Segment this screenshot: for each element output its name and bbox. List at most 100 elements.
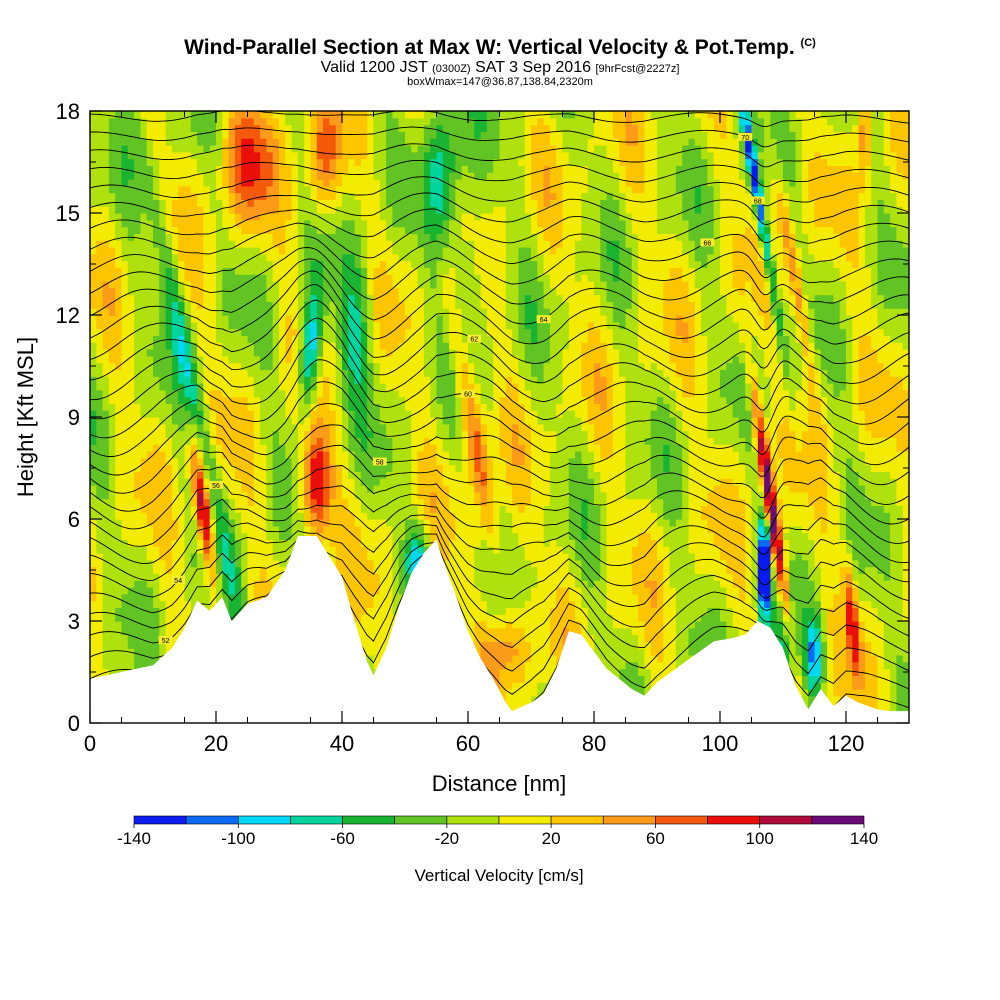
velocity-cell bbox=[159, 457, 167, 466]
velocity-cell bbox=[159, 308, 167, 316]
velocity-cell bbox=[386, 111, 393, 119]
velocity-cell bbox=[96, 593, 104, 602]
velocity-cell bbox=[430, 131, 438, 139]
velocity-cell bbox=[209, 457, 217, 466]
velocity-cell bbox=[216, 451, 223, 459]
velocity-cell bbox=[266, 253, 274, 262]
velocity-cell bbox=[405, 464, 412, 472]
velocity-cell bbox=[266, 111, 274, 119]
velocity-cell bbox=[127, 172, 135, 180]
velocity-cell bbox=[222, 185, 230, 194]
velocity-cell bbox=[241, 342, 249, 350]
velocity-cell bbox=[165, 301, 173, 309]
velocity-cell bbox=[430, 301, 438, 309]
velocity-cell bbox=[228, 260, 236, 268]
velocity-cell bbox=[209, 553, 217, 561]
velocity-cell bbox=[417, 423, 425, 432]
velocity-cell bbox=[102, 505, 110, 513]
velocity-cell bbox=[266, 362, 274, 370]
velocity-cell bbox=[115, 145, 123, 153]
velocity-cell bbox=[430, 321, 438, 330]
velocity-cell bbox=[197, 512, 204, 520]
velocity-cell bbox=[392, 383, 400, 391]
velocity-cell bbox=[253, 260, 261, 268]
velocity-cell bbox=[386, 430, 393, 438]
velocity-cell bbox=[279, 328, 286, 336]
velocity-cell bbox=[398, 491, 406, 500]
velocity-cell bbox=[165, 539, 173, 547]
velocity-cell bbox=[253, 151, 261, 160]
velocity-cell bbox=[411, 505, 419, 513]
velocity-cell bbox=[121, 287, 129, 296]
velocity-cell bbox=[342, 410, 349, 418]
velocity-cell bbox=[279, 294, 286, 302]
velocity-cell bbox=[335, 287, 343, 296]
velocity-cell bbox=[405, 219, 412, 228]
velocity-cell bbox=[323, 362, 330, 370]
velocity-cell bbox=[115, 138, 123, 146]
velocity-cell bbox=[417, 179, 425, 187]
velocity-cell bbox=[260, 403, 267, 411]
velocity-cell bbox=[398, 151, 406, 160]
velocity-cell bbox=[209, 131, 217, 139]
velocity-cell bbox=[417, 525, 425, 534]
velocity-cell bbox=[96, 362, 104, 370]
velocity-cell bbox=[335, 247, 343, 255]
velocity-cell bbox=[184, 145, 192, 153]
velocity-cell bbox=[140, 485, 148, 493]
velocity-cell bbox=[115, 349, 123, 357]
velocity-cell bbox=[108, 498, 116, 506]
velocity-cell bbox=[405, 362, 412, 370]
velocity-cell bbox=[323, 376, 330, 384]
velocity-cell bbox=[140, 546, 148, 554]
velocity-cell bbox=[209, 396, 217, 404]
velocity-cell bbox=[398, 403, 406, 411]
velocity-cell bbox=[373, 627, 381, 636]
velocity-cell bbox=[96, 301, 104, 309]
velocity-cell bbox=[373, 253, 381, 262]
velocity-cell bbox=[203, 451, 211, 459]
velocity-cell bbox=[121, 648, 129, 656]
velocity-cell bbox=[253, 430, 261, 438]
velocity-cell bbox=[423, 260, 431, 268]
velocity-cell bbox=[297, 410, 305, 418]
velocity-cell bbox=[178, 165, 186, 173]
velocity-cell bbox=[335, 342, 343, 350]
velocity-cell bbox=[190, 260, 198, 268]
velocity-cell bbox=[146, 369, 154, 377]
velocity-cell bbox=[171, 172, 179, 180]
velocity-cell bbox=[247, 587, 255, 595]
velocity-cell bbox=[323, 505, 330, 513]
velocity-cell bbox=[272, 117, 280, 126]
velocity-cell bbox=[108, 165, 116, 173]
velocity-cell bbox=[379, 580, 387, 588]
velocity-cell bbox=[297, 213, 305, 221]
velocity-cell bbox=[165, 165, 173, 173]
velocity-cell bbox=[436, 525, 444, 534]
velocity-cell bbox=[127, 464, 135, 472]
velocity-cell bbox=[171, 192, 179, 200]
velocity-cell bbox=[209, 593, 217, 602]
velocity-cell bbox=[197, 233, 204, 241]
velocity-cell bbox=[146, 240, 154, 248]
velocity-cell bbox=[367, 342, 375, 350]
velocity-cell bbox=[90, 614, 97, 622]
velocity-cell bbox=[430, 294, 438, 302]
velocity-cell bbox=[417, 199, 425, 207]
velocity-cell bbox=[373, 376, 381, 384]
velocity-cell bbox=[197, 485, 204, 493]
velocity-cell bbox=[335, 226, 343, 234]
velocity-cell bbox=[253, 566, 261, 574]
velocity-cell bbox=[90, 587, 97, 595]
velocity-cell bbox=[209, 566, 217, 574]
velocity-cell bbox=[323, 355, 330, 364]
velocity-cell bbox=[266, 525, 274, 534]
velocity-cell bbox=[430, 457, 438, 466]
velocity-cell bbox=[417, 240, 425, 248]
velocity-cell bbox=[190, 117, 198, 126]
velocity-cell bbox=[342, 573, 349, 581]
velocity-cell bbox=[171, 498, 179, 506]
velocity-cell bbox=[222, 580, 230, 588]
velocity-cell bbox=[348, 274, 356, 282]
velocity-cell bbox=[417, 471, 425, 479]
